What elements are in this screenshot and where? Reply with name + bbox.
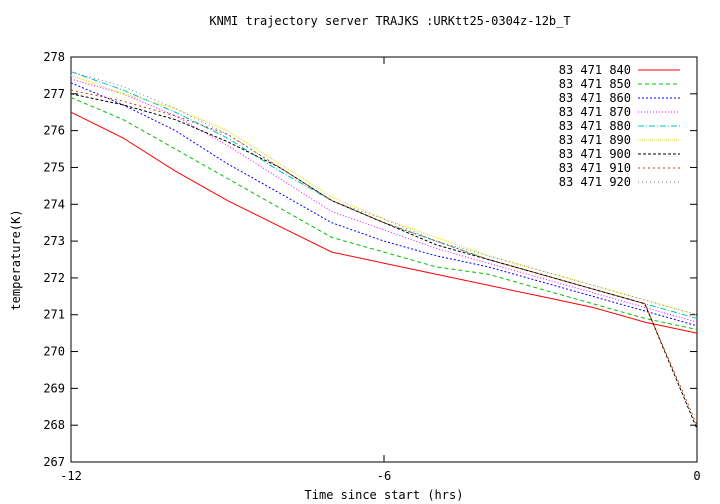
x-tick-label: -6 — [377, 469, 391, 483]
series-line-5 — [70, 71, 698, 319]
legend-label: 83 471 920 — [559, 175, 631, 189]
legend-label: 83 471 870 — [559, 105, 631, 119]
legend-label: 83 471 860 — [559, 91, 631, 105]
legend-label: 83 471 840 — [559, 63, 631, 77]
chart-title: KNMI trajectory server TRAJKS :URKtt25-0… — [209, 14, 570, 28]
series-line-7 — [70, 93, 698, 430]
series-line-2 — [70, 97, 698, 330]
legend-label: 83 471 880 — [559, 119, 631, 133]
x-axis-label: Time since start (hrs) — [305, 488, 464, 502]
y-tick-label: 267 — [43, 455, 65, 469]
y-axis: 267 268 269 270 271 272 273 274 275 276 277 278 — [43, 50, 697, 469]
y-tick-label: 277 — [43, 87, 65, 101]
y-tick-label: 271 — [43, 308, 65, 322]
y-tick-label: 274 — [43, 197, 65, 211]
y-tick-label: 269 — [43, 381, 65, 395]
y-tick-label: 272 — [43, 271, 65, 285]
y-tick-label: 276 — [43, 124, 65, 138]
x-tick-label: 0 — [693, 469, 700, 483]
x-tick-label: -12 — [60, 469, 82, 483]
y-tick-label: 275 — [43, 160, 65, 174]
series-lines — [70, 71, 698, 430]
y-tick-label: 268 — [43, 418, 65, 432]
legend-label: 83 471 850 — [559, 77, 631, 91]
y-tick-label: 278 — [43, 50, 65, 64]
legend-label: 83 471 890 — [559, 133, 631, 147]
series-line-1 — [70, 111, 698, 334]
legend-label: 83 471 910 — [559, 161, 631, 175]
legend-label: 83 471 900 — [559, 147, 631, 161]
series-line-4 — [70, 78, 698, 323]
y-tick-label: 273 — [43, 234, 65, 248]
series-line-6 — [70, 74, 698, 316]
y-axis-label: temperature(K) — [9, 209, 23, 310]
x-axis: -12 -6 0 — [60, 57, 701, 483]
y-tick-label: 270 — [43, 345, 65, 359]
